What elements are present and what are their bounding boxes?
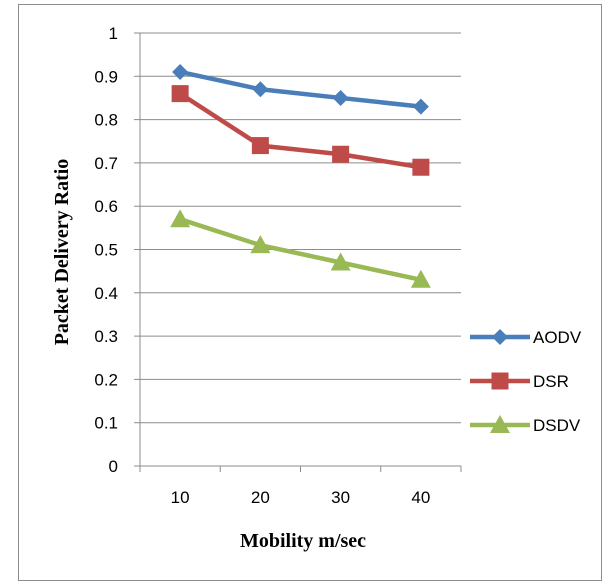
- x-tick-labels: 10 20 30 40: [171, 488, 431, 507]
- y-tick-label: 0.5: [94, 241, 118, 260]
- legend-item-aodv: AODV: [470, 328, 582, 347]
- legend-label: DSR: [533, 372, 569, 391]
- y-tick-label: 0.2: [94, 370, 118, 389]
- legend-marker: [492, 329, 508, 345]
- data-point-dsdv: [410, 269, 431, 288]
- axes: [134, 32, 462, 472]
- x-tick-label: 40: [411, 488, 430, 507]
- y-tick-label: 1: [109, 24, 118, 43]
- legend-label: AODV: [533, 328, 582, 347]
- y-tick-label: 0: [109, 457, 118, 476]
- legend-marker: [490, 415, 510, 433]
- data-point-dsr: [171, 85, 189, 103]
- data-point-dsdv: [250, 235, 271, 254]
- data-point-aodv: [252, 81, 269, 98]
- legend: AODV DSR DSDV: [470, 328, 582, 435]
- series-group: [170, 63, 431, 288]
- y-tick-labels: 0 0.1 0.2 0.3 0.4 0.5 0.6 0.7 0.8 0.9 1: [94, 24, 118, 476]
- series-line-dsdv: [179, 217, 422, 283]
- data-point-aodv: [172, 63, 189, 80]
- y-tick-label: 0.4: [94, 284, 118, 303]
- data-point-dsr: [251, 137, 269, 155]
- legend-item-dsdv: DSDV: [470, 415, 581, 435]
- x-tick-label: 10: [171, 488, 190, 507]
- series-line-dsr: [178, 91, 422, 170]
- data-point-dsdv: [170, 209, 191, 228]
- x-tick-label: 20: [251, 488, 270, 507]
- legend-marker: [491, 372, 509, 390]
- x-tick-label: 30: [331, 488, 350, 507]
- series-line-aodv: [179, 69, 422, 109]
- data-point-aodv: [332, 89, 349, 106]
- legend-item-dsr: DSR: [470, 372, 569, 391]
- y-tick-label: 0.7: [94, 154, 118, 173]
- y-tick-label: 0.6: [94, 197, 118, 216]
- legend-label: DSDV: [533, 416, 581, 435]
- data-point-dsdv: [330, 252, 351, 271]
- y-tick-label: 0.3: [94, 327, 118, 346]
- y-axis-title: Packet Delivery Ratio: [51, 159, 73, 346]
- data-point-dsr: [332, 145, 350, 163]
- y-tick-label: 0.1: [94, 414, 118, 433]
- y-tick-label: 0.8: [94, 111, 118, 130]
- y-tick-label: 0.9: [94, 67, 118, 86]
- x-axis-title: Mobility m/sec: [240, 530, 366, 552]
- data-point-dsr: [412, 158, 430, 176]
- data-point-aodv: [412, 98, 429, 115]
